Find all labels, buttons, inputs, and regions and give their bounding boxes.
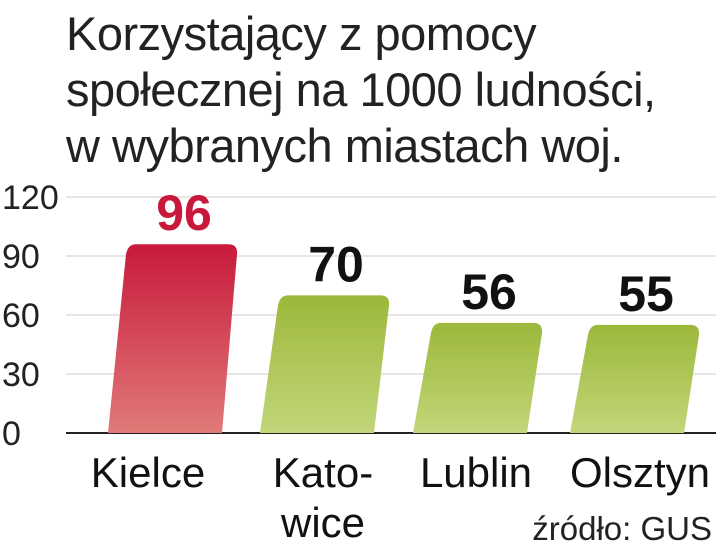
y-tick-label: 60 <box>2 297 40 335</box>
bar <box>108 244 238 433</box>
bar <box>570 324 700 433</box>
category-label: Olsztyn <box>570 449 710 496</box>
source-note: źródło: GUS <box>532 510 712 547</box>
bar <box>260 295 390 433</box>
chart-title: Korzystający z pomocy społecznej na 1000… <box>66 6 656 174</box>
value-label: 70 <box>308 236 364 292</box>
y-tick-label: 120 <box>2 179 59 217</box>
category-label: Kielce <box>91 449 205 496</box>
value-label: 56 <box>461 264 517 320</box>
y-tick-label: 0 <box>2 415 21 453</box>
title-line-1: Korzystający z pomocy <box>66 7 537 60</box>
title-line-2: społecznej na 1000 ludności, <box>66 63 656 116</box>
category-label: Lublin <box>420 449 532 496</box>
y-tick-label: 90 <box>2 238 40 276</box>
y-tick-label: 30 <box>2 356 40 394</box>
value-label: 96 <box>156 185 212 241</box>
category-label: wice <box>280 499 365 546</box>
title-line-3: w wybranych miastach woj. <box>66 119 623 172</box>
value-label: 55 <box>618 266 674 322</box>
category-label: Kato- <box>273 449 373 496</box>
bar <box>413 322 543 433</box>
